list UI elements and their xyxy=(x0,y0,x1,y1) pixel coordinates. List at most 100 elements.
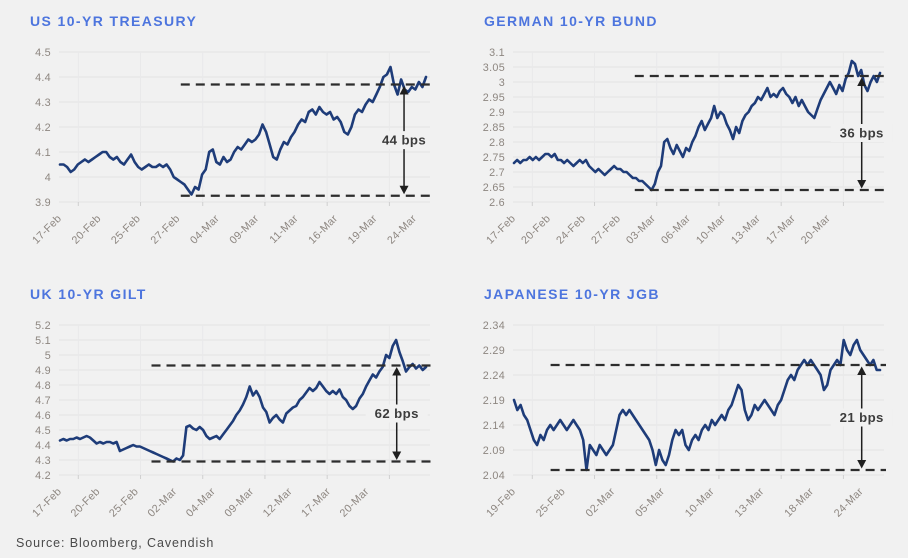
range-arrow-head-down xyxy=(857,460,867,469)
x-tick-label: 20-Feb xyxy=(70,213,104,247)
y-tick-label: 2.04 xyxy=(483,470,505,482)
y-tick-label: 2.8 xyxy=(489,137,505,149)
x-tick-label: 25-Feb xyxy=(534,486,568,520)
x-tick-label: 02-Mar xyxy=(145,486,179,520)
y-tick-label: 4.5 xyxy=(35,425,51,437)
y-tick-label: 2.09 xyxy=(483,445,505,457)
y-tick-label: 3.1 xyxy=(489,47,505,59)
y-tick-label: 3 xyxy=(499,77,505,89)
x-tick-label: 19-Feb xyxy=(484,486,518,520)
bps-label-backing xyxy=(830,124,893,142)
bps-label-backing xyxy=(830,408,893,427)
x-tick-label: 10-Mar xyxy=(694,213,728,247)
x-tick-label: 20-Mar xyxy=(799,213,833,247)
y-tick-label: 3.05 xyxy=(483,62,505,74)
x-tick-label: 17-Mar xyxy=(299,486,333,520)
x-tick-label: 16-Mar xyxy=(306,213,340,247)
y-tick-label: 2.9 xyxy=(489,107,505,119)
bps-label-backing xyxy=(373,131,436,150)
x-tick-label: 02-Mar xyxy=(584,486,618,520)
x-tick-label: 20-Feb xyxy=(69,486,103,520)
panel-uk-10yr-gilt: UK 10-YR GILT 4.2 4.3 4.4 4.5 4.6 4.7 4.8 4.9 5 5… xyxy=(0,279,454,544)
us-10yr-treasury-chart: 3.9 4 4.1 4.2 4.3 4.4 4.5 17-Feb 20-Feb 25-Feb 27-… xyxy=(30,47,436,247)
x-tick-label: 27-Feb xyxy=(589,213,623,247)
panel-german-10yr-bund: GERMAN 10-YR BUND 2.6 2.65 2.7 2.75 2.8 2.85 2… xyxy=(454,0,908,279)
y-tick-label: 4.2 xyxy=(35,470,51,482)
y-tick-label: 4.6 xyxy=(35,410,51,422)
x-tick-label: 19-Mar xyxy=(346,213,380,247)
chart-title-japanese-10yr-jgb: JAPANESE 10-YR JGB xyxy=(484,286,660,302)
y-tick-label: 4.7 xyxy=(35,395,51,407)
german-10yr-bund-chart: 2.6 2.65 2.7 2.75 2.8 2.85 2.9 2.95 3 3.05 3.1 17-F… xyxy=(483,47,893,247)
y-tick-label: 2.29 xyxy=(483,345,505,357)
chart-title-us-10yr-treasury: US 10-YR TREASURY xyxy=(30,13,198,29)
y-tick-label: 2.85 xyxy=(483,122,505,134)
y-tick-label: 4.2 xyxy=(35,122,51,134)
range-arrow-head-up xyxy=(392,367,402,376)
x-tick-label: 17-Feb xyxy=(30,213,64,247)
y-tick-label: 2.34 xyxy=(483,320,505,332)
x-tick-label: 24-Feb xyxy=(554,213,588,247)
x-tick-label: 18-Mar xyxy=(782,486,816,520)
y-tick-label: 4.4 xyxy=(35,72,51,84)
chart-title-german-10yr-bund: GERMAN 10-YR BUND xyxy=(484,13,658,29)
bps-label: 44 bps xyxy=(382,133,426,148)
y-tick-label: 2.6 xyxy=(489,197,505,209)
bps-label: 62 bps xyxy=(375,406,419,421)
y-tick-label: 2.95 xyxy=(483,92,505,104)
x-tick-label: 06-Mar xyxy=(659,213,693,247)
range-arrow-head-up xyxy=(857,366,867,375)
x-tick-label: 09-Mar xyxy=(227,213,261,247)
panel-japanese-10yr-jgb: JAPANESE 10-YR JGB 2.04 2.09 2.14 2.19 2.24 2… xyxy=(454,279,908,544)
x-tick-label: 17-Mar xyxy=(764,213,798,247)
x-tick-label: 17-Feb xyxy=(484,213,518,247)
y-tick-label: 4.3 xyxy=(35,455,51,467)
series-line xyxy=(58,65,428,196)
y-tick-label: 2.75 xyxy=(483,152,505,164)
range-arrow-head-down xyxy=(857,180,867,189)
japanese-10yr-jgb-chart: 2.04 2.09 2.14 2.19 2.24 2.29 2.34 19-Feb 25-Feb… xyxy=(483,320,893,520)
y-tick-label: 2.24 xyxy=(483,370,505,382)
x-tick-label: 13-Mar xyxy=(729,213,763,247)
y-tick-label: 4.9 xyxy=(35,365,51,377)
y-tick-label: 2.7 xyxy=(489,167,505,179)
y-tick-label: 4.4 xyxy=(35,440,51,452)
chart-title-uk-10yr-gilt: UK 10-YR GILT xyxy=(30,286,147,302)
y-tick-label: 4.3 xyxy=(35,97,51,109)
series-line xyxy=(58,338,428,463)
x-tick-label: 24-Mar xyxy=(385,213,419,247)
x-tick-label: 05-Mar xyxy=(633,486,667,520)
x-tick-label: 13-Mar xyxy=(733,486,767,520)
range-arrow-head-up xyxy=(857,77,867,86)
series-line xyxy=(512,338,882,472)
panel-us-10yr-treasury: US 10-YR TREASURY 3.9 4 4.1 4.2 4.3 4.4 4.5 17-… xyxy=(0,0,454,279)
x-tick-label: 10-Mar xyxy=(683,486,717,520)
y-tick-label: 5.1 xyxy=(35,335,51,347)
x-tick-label: 09-Mar xyxy=(222,486,256,520)
series-line xyxy=(512,59,882,192)
x-tick-label: 25-Feb xyxy=(107,486,141,520)
uk-10yr-gilt-chart: 4.24.34.44.54.64.74.84.955.15.217-Feb 20-… xyxy=(30,320,432,520)
range-arrow-head-down xyxy=(399,185,409,195)
y-tick-label: 5 xyxy=(45,350,51,362)
y-tick-label: 2.65 xyxy=(483,182,505,194)
bps-label-backing xyxy=(365,404,428,423)
source-caption: Source: Bloomberg, Cavendish xyxy=(16,536,215,550)
x-tick-label: 25-Feb xyxy=(109,213,143,247)
y-tick-label: 5.2 xyxy=(35,320,51,332)
y-tick-label: 3.9 xyxy=(35,197,51,209)
x-tick-label: 27-Feb xyxy=(149,213,183,247)
x-tick-label: 17-Feb xyxy=(30,486,64,520)
x-tick-label: 24-Mar xyxy=(832,486,866,520)
x-tick-label: 20-Mar xyxy=(338,486,372,520)
charts-grid: US 10-YR TREASURY 3.9 4 4.1 4.2 4.3 4.4 4.5 17-… xyxy=(0,0,908,544)
y-tick-label: 4.1 xyxy=(35,147,51,159)
x-tick-label: 04-Mar xyxy=(188,213,222,247)
bps-label: 21 bps xyxy=(840,410,884,425)
x-tick-label: 12-Mar xyxy=(261,486,295,520)
y-tick-label: 4.5 xyxy=(35,47,51,59)
x-tick-label: 04-Mar xyxy=(184,486,218,520)
y-tick-label: 2.19 xyxy=(483,395,505,407)
y-tick-label: 4 xyxy=(45,172,51,184)
